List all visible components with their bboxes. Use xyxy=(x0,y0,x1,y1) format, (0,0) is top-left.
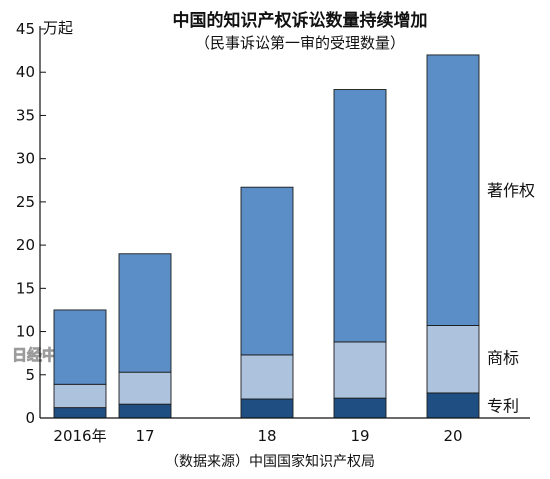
source-note: （数据来源）中国国家知识产权局 xyxy=(165,453,375,470)
y-tick-label: 10 xyxy=(16,323,35,341)
bar-segment-3-2 xyxy=(118,253,172,373)
chart-title: 中国的知识产权诉讼数量持续增加 xyxy=(173,10,428,31)
bar-segment-1-1 xyxy=(53,407,107,419)
bar-segment-3-4 xyxy=(333,89,387,343)
bar-segment-1-3 xyxy=(240,398,294,419)
x-tick-label: 17 xyxy=(135,427,154,445)
y-tick-label: 40 xyxy=(16,63,35,81)
y-tick-label: 30 xyxy=(16,150,35,168)
bar-segment-2-3 xyxy=(240,354,294,400)
axes-layer: 0 5 10 15 20 25 30 35 40 45 2016年 17 18 19 20 xyxy=(16,20,530,445)
bar-segment-3-3 xyxy=(240,186,294,356)
bar-segment-3-1 xyxy=(53,309,107,385)
y-tick-label: 15 xyxy=(16,279,35,297)
y-axis-unit-label: 万起 xyxy=(43,19,73,37)
chart-subtitle: （民事诉讼第一审的受理数量） xyxy=(195,34,405,52)
x-tick-label: 20 xyxy=(443,427,462,445)
y-tick-label: 5 xyxy=(25,366,35,384)
legend-label-1: 专利 xyxy=(487,396,519,415)
bar-segment-1-4 xyxy=(333,397,387,419)
y-tick-label: 20 xyxy=(16,236,35,254)
y-tick-label: 25 xyxy=(16,193,35,211)
x-tick-label: 18 xyxy=(257,427,276,445)
y-tick-label: 45 xyxy=(16,20,35,38)
bar-segment-3-5 xyxy=(426,54,480,326)
bar-segment-2-4 xyxy=(333,341,387,399)
x-tick-label: 19 xyxy=(350,427,369,445)
bar-segment-1-5 xyxy=(426,392,480,419)
x-tick-label: 2016年 xyxy=(53,427,106,445)
legend-label-3: 著作权 xyxy=(487,181,535,200)
bar-segment-2-5 xyxy=(426,325,480,394)
bar-segment-2-1 xyxy=(53,383,107,409)
bar-segment-2-2 xyxy=(118,371,172,405)
bar-segment-1-2 xyxy=(118,403,172,419)
bars-layer xyxy=(53,54,480,419)
y-tick-label: 0 xyxy=(25,409,35,427)
legend-label-2: 商标 xyxy=(487,348,519,367)
y-tick-label: 35 xyxy=(16,106,35,124)
